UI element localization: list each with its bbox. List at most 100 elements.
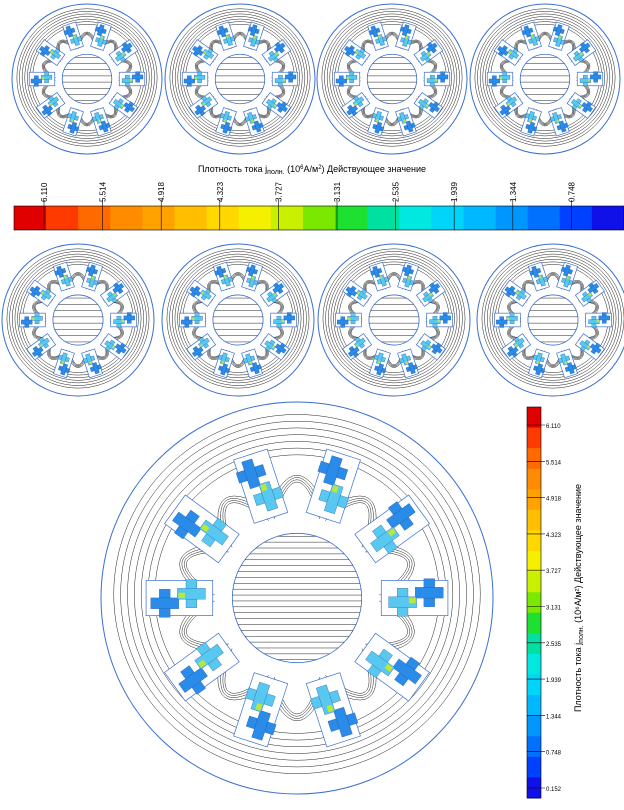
colorbar-cell xyxy=(527,674,541,696)
colorbar-tick-label: 0.152 xyxy=(546,787,562,793)
slot xyxy=(186,333,217,361)
thumbnail-row-bottom xyxy=(1,243,624,397)
colorbar-cell xyxy=(527,736,541,758)
stator-slots xyxy=(181,21,299,137)
slot xyxy=(556,261,579,292)
motor-thumb-top-4 xyxy=(469,3,621,155)
colorbar-cell xyxy=(78,206,111,230)
stator-slots xyxy=(335,261,453,379)
slot xyxy=(90,107,112,137)
colorbar-cell xyxy=(527,427,541,449)
colorbar-cell xyxy=(527,653,541,676)
colorbar-cell xyxy=(110,206,143,230)
colorbar-cell xyxy=(527,509,541,531)
slot xyxy=(354,494,430,564)
slot xyxy=(181,71,209,87)
colorbar-tick-label: 4.918 xyxy=(546,497,562,503)
slot xyxy=(241,348,264,379)
colorbar-cell xyxy=(591,206,624,230)
slot xyxy=(335,312,362,328)
motor-thumb-bottom-4 xyxy=(476,243,624,397)
colorbar-tick-label: 3.131 xyxy=(546,606,562,612)
stator-slots xyxy=(28,21,146,137)
slot xyxy=(486,71,514,87)
slot xyxy=(212,261,235,292)
rotor xyxy=(61,53,113,105)
slot xyxy=(493,39,524,66)
slot xyxy=(527,348,550,379)
slot xyxy=(305,448,361,524)
colorbar-cell xyxy=(431,206,464,230)
slot xyxy=(271,71,299,87)
colorbar-cell xyxy=(367,206,400,230)
slot xyxy=(35,92,66,119)
slot xyxy=(99,279,130,307)
slot xyxy=(501,333,532,361)
slot xyxy=(118,71,146,87)
stator-slots xyxy=(19,261,137,379)
slot xyxy=(367,21,389,51)
slot xyxy=(215,21,237,51)
motor-thumb-bottom-1 xyxy=(1,243,155,397)
slot xyxy=(241,261,264,292)
vertical-colorbar: 6.110 5.514 4.918 4.323 3.727 3.131 2.535 1.939… xyxy=(526,406,585,799)
rotor xyxy=(212,294,264,346)
slot xyxy=(548,21,570,51)
slot xyxy=(576,71,604,87)
vertical-colorbar-title: Плотность тока jполн. (10⁶A/м²) Действую… xyxy=(573,484,585,712)
slot xyxy=(527,261,550,292)
motor-large xyxy=(100,401,494,795)
colorbar-tick-label: 1.344 xyxy=(546,714,562,720)
slot xyxy=(397,261,420,292)
colorbar-cell xyxy=(527,448,541,470)
slot xyxy=(108,92,139,119)
slot xyxy=(368,261,391,292)
slot xyxy=(556,348,579,379)
slot xyxy=(548,107,570,137)
slot xyxy=(212,348,235,379)
slot xyxy=(52,348,75,379)
horizontal-colorbar-title: Плотность тока jполн. (106A/м2) Действую… xyxy=(198,164,426,176)
slot xyxy=(26,279,57,307)
slot xyxy=(110,312,137,328)
slot xyxy=(108,39,139,66)
colorbar-cell xyxy=(527,633,541,655)
slot xyxy=(233,672,289,748)
slot xyxy=(340,92,371,119)
colorbar-cell xyxy=(46,206,79,230)
colorbar-cell xyxy=(463,206,497,230)
colorbar-cell xyxy=(527,612,541,634)
colorbar-tick-label: 3.131 xyxy=(333,181,342,202)
slot xyxy=(342,279,373,307)
colorbar-cell xyxy=(335,206,368,230)
colorbar-cell xyxy=(559,206,593,230)
colorbar-cell xyxy=(302,206,336,230)
colorbar-tick-label: 6.110 xyxy=(546,424,561,430)
slot xyxy=(179,312,206,328)
slot xyxy=(35,39,66,66)
slot xyxy=(62,21,84,51)
slot xyxy=(423,71,451,87)
colorbar-tick-label: 0.748 xyxy=(567,181,576,202)
slot xyxy=(354,632,430,702)
colorbar-cell xyxy=(527,468,541,490)
colorbar-cell xyxy=(527,756,541,778)
colorbar-tick-label: 0.748 xyxy=(546,751,562,757)
stator-slots xyxy=(333,21,451,137)
slot xyxy=(574,333,605,361)
slot xyxy=(413,92,444,119)
slot xyxy=(380,578,449,617)
slot xyxy=(186,279,217,307)
stator-slots xyxy=(145,448,449,748)
colorbar-cell xyxy=(174,206,208,230)
slot xyxy=(52,261,75,292)
colorbar-cell xyxy=(495,206,529,230)
slot xyxy=(333,71,361,87)
colorbar-cell xyxy=(238,206,272,230)
colorbar-cell xyxy=(527,206,561,230)
colorbar-tick-label: 3.727 xyxy=(274,181,283,202)
colorbar-tick-label: 4.323 xyxy=(546,533,562,539)
stator-slots xyxy=(494,261,612,379)
colorbar-tick-label: 4.323 xyxy=(216,181,225,202)
